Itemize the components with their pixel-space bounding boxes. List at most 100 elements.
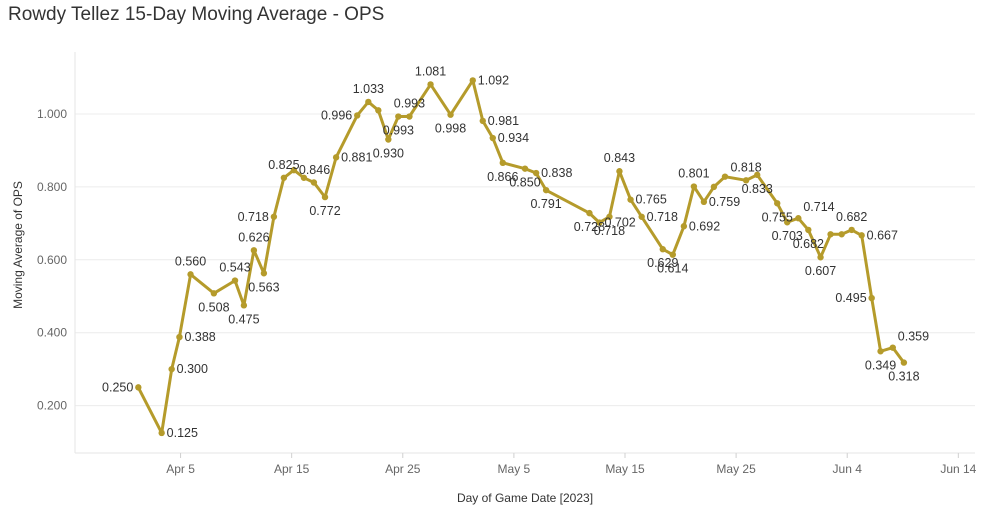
data-point	[784, 219, 791, 226]
data-label: 0.838	[541, 166, 572, 180]
data-label: 0.560	[175, 254, 206, 268]
data-point	[447, 111, 454, 118]
data-point	[659, 246, 666, 253]
data-point	[838, 231, 845, 238]
y-tick-label: 0.600	[37, 253, 67, 267]
data-point	[499, 159, 506, 167]
data-point	[300, 174, 308, 181]
x-tick-label: Jun 14	[940, 462, 976, 476]
y-tick-label: 0.400	[37, 326, 67, 340]
data-label: 0.626	[238, 230, 269, 244]
data-label: 0.996	[321, 108, 352, 122]
data-label: 0.930	[373, 146, 404, 160]
data-point	[321, 193, 329, 201]
x-tick-label: Apr 5	[166, 462, 195, 476]
data-label: 0.702	[604, 216, 635, 230]
data-label: 0.495	[835, 291, 866, 305]
data-point	[310, 179, 318, 186]
data-point	[606, 213, 613, 220]
data-label: 0.543	[219, 261, 250, 275]
data-label: 0.801	[678, 167, 709, 181]
data-label: 0.755	[762, 210, 793, 224]
data-point	[427, 81, 434, 88]
x-tick-label: Apr 25	[385, 462, 421, 476]
x-tick-label: May 5	[498, 462, 531, 476]
data-label: 0.692	[689, 219, 720, 233]
y-tick-labels: 0.200 0.400 0.600 0.800 1.000	[37, 107, 67, 413]
data-label: 1.033	[353, 82, 384, 96]
data-label: 0.388	[184, 330, 215, 344]
data-point	[479, 117, 486, 125]
data-label: 0.728	[574, 220, 605, 234]
data-point	[700, 198, 708, 206]
data-point	[365, 98, 372, 106]
data-point	[176, 333, 183, 341]
data-label: 0.881	[341, 150, 372, 164]
data-label: 0.850	[509, 176, 540, 190]
data-label: 0.714	[803, 200, 834, 214]
data-label: 0.563	[248, 280, 279, 294]
data-point	[542, 186, 550, 194]
data-label: 1.081	[415, 64, 446, 78]
data-label: 0.993	[394, 97, 425, 111]
data-point	[900, 359, 908, 366]
data-label: 0.759	[709, 195, 740, 209]
y-axis-label: Moving Average of OPS	[11, 181, 25, 309]
data-point	[280, 174, 288, 181]
data-label: 0.300	[177, 362, 208, 376]
data-point	[260, 270, 268, 277]
data-point	[332, 154, 340, 161]
y-tick-label: 0.800	[37, 180, 67, 194]
data-point	[168, 365, 175, 373]
data-label: 0.993	[383, 124, 414, 138]
gridlines	[75, 113, 975, 407]
data-label: 0.667	[867, 228, 898, 242]
data-label: 0.843	[604, 151, 635, 165]
data-label: 0.349	[865, 358, 896, 372]
data-point	[395, 113, 402, 120]
data-point	[231, 277, 239, 284]
data-labels: 0.250 0.125 0.300 0.388 0.560 0.508 0.543 0.475…	[102, 64, 929, 440]
data-label: 0.607	[805, 264, 836, 278]
data-point	[135, 384, 142, 391]
data-point	[827, 231, 834, 238]
data-label: 0.998	[435, 122, 466, 136]
data-point	[210, 290, 218, 297]
data-label: 0.866	[487, 170, 518, 184]
data-label: 0.359	[898, 330, 929, 344]
data-point	[638, 213, 645, 220]
data-label: 0.718	[594, 224, 625, 238]
data-label: 0.318	[888, 370, 919, 384]
data-point	[721, 173, 729, 180]
data-label: 0.614	[657, 262, 688, 276]
data-point	[616, 168, 623, 175]
data-point	[627, 196, 634, 203]
data-point	[805, 226, 812, 234]
data-point	[710, 183, 718, 191]
data-point	[877, 348, 884, 355]
data-point	[795, 215, 802, 222]
data-label: 0.703	[772, 229, 803, 243]
x-tick-label: May 25	[716, 462, 756, 476]
data-point	[586, 209, 593, 217]
data-label: 0.833	[742, 182, 773, 196]
data-point	[489, 134, 496, 142]
data-label: 0.508	[198, 300, 229, 314]
x-tick-label: Jun 4	[833, 462, 863, 476]
data-points	[135, 77, 908, 437]
data-point	[406, 113, 413, 120]
data-point	[354, 112, 361, 119]
data-label: 0.718	[647, 210, 678, 224]
data-point	[690, 183, 698, 190]
data-point	[240, 302, 248, 309]
data-label: 0.934	[498, 131, 529, 145]
data-point	[187, 271, 194, 278]
x-axis-label: Day of Game Date [2023]	[457, 491, 593, 505]
data-label: 0.250	[102, 380, 133, 394]
data-point	[469, 77, 476, 84]
data-point	[889, 344, 896, 351]
data-label: 0.818	[730, 160, 761, 174]
data-label: 0.125	[167, 426, 198, 440]
data-label: 0.682	[793, 237, 824, 251]
chart-title: Rowdy Tellez 15-Day Moving Average - OPS	[8, 4, 385, 25]
